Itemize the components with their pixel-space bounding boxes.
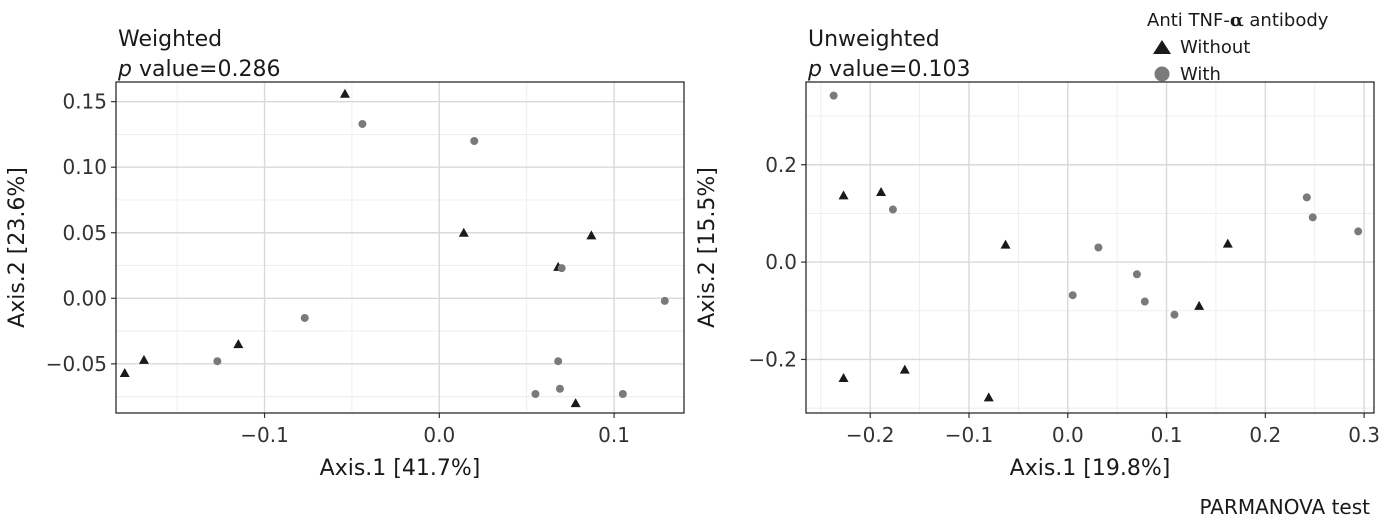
- y-tick-label: 0.2: [765, 153, 797, 177]
- legend-circle-icon: [1154, 66, 1170, 82]
- x-tick-label: −0.1: [945, 423, 994, 447]
- x-axis-label: Axis.1 [41.7%]: [320, 456, 481, 481]
- data-point-with: [829, 91, 838, 100]
- data-point-without: [570, 398, 581, 408]
- y-tick-label: −0.2: [748, 347, 797, 371]
- y-tick-label: −0.05: [46, 352, 107, 376]
- data-point-without: [876, 187, 887, 197]
- data-point-with: [470, 136, 479, 145]
- data-point-with: [300, 313, 309, 322]
- x-tick-label: 0.1: [598, 423, 630, 447]
- data-point-with: [1068, 291, 1077, 300]
- plot-frame: [115, 81, 685, 414]
- panel-title: Weighted: [118, 27, 222, 52]
- data-point-with: [358, 119, 367, 128]
- data-point-without: [138, 354, 149, 364]
- x-tick-label: 0.0: [423, 423, 455, 447]
- data-point-without: [339, 88, 350, 98]
- y-tick-label: 0.0: [765, 250, 797, 274]
- p-value-label: p value=0.103: [807, 57, 970, 82]
- data-point-with: [213, 357, 222, 366]
- data-point-with: [618, 389, 627, 398]
- x-tick-label: −0.2: [846, 423, 895, 447]
- data-point-without: [586, 230, 597, 240]
- x-tick-label: −0.1: [240, 423, 289, 447]
- data-point-without: [1000, 239, 1011, 249]
- data-point-without: [233, 339, 244, 349]
- data-point-without: [1194, 300, 1205, 310]
- y-tick-label: 0.10: [62, 155, 107, 179]
- data-point-with: [1094, 243, 1103, 252]
- data-point-with: [660, 296, 669, 305]
- x-tick-label: 0.2: [1249, 423, 1281, 447]
- data-point-with: [1140, 297, 1149, 306]
- plot-frame: [805, 81, 1375, 414]
- x-tick-label: 0.3: [1348, 423, 1380, 447]
- y-axis-label: Axis.2 [15.5%]: [695, 167, 720, 328]
- legend-triangle-icon: [1153, 40, 1171, 54]
- panel-unweighted: Unweighted p value=0.103 −0.2 −0.1 0.0 0.1 0…: [695, 27, 1380, 481]
- data-point-without: [838, 190, 849, 200]
- data-point-with: [557, 264, 566, 273]
- y-axis-label: Axis.2 [23.6%]: [5, 167, 30, 328]
- data-point-with: [1354, 227, 1363, 236]
- scatter-plot-weighted: −0.1 0.0 0.1 −0.05 0.00 0.05 0.10 0.15 Axis.1 [4…: [5, 81, 685, 481]
- p-value-label: p value=0.286: [117, 57, 280, 82]
- data-point-without: [1222, 238, 1233, 248]
- x-tick-label: 0.0: [1052, 423, 1084, 447]
- data-point-without: [458, 227, 469, 237]
- y-tick-label: 0.15: [62, 90, 107, 114]
- data-point-without: [899, 364, 910, 374]
- scatter-plot-unweighted: −0.2 −0.1 0.0 0.1 0.2 0.3 −0.2 0.0 0.2 Axis.1 [19…: [695, 81, 1380, 481]
- data-point-with: [1302, 193, 1311, 202]
- data-point-with: [531, 389, 540, 398]
- data-point-with: [1132, 270, 1141, 279]
- data-point-with: [1308, 213, 1317, 222]
- legend: Anti TNF-α antibody Without With: [1147, 10, 1329, 85]
- y-tick-label: 0.05: [62, 221, 107, 245]
- data-point-with: [554, 357, 563, 366]
- data-point-without: [119, 368, 130, 378]
- x-tick-label: 0.1: [1151, 423, 1183, 447]
- data-point-without: [983, 392, 994, 402]
- legend-title: Anti TNF-α antibody: [1147, 10, 1329, 31]
- legend-item-with: With: [1180, 64, 1221, 85]
- panel-title: Unweighted: [808, 27, 940, 52]
- data-point-with: [555, 384, 564, 393]
- footer-note: PARMANOVA test: [1200, 495, 1371, 519]
- data-point-without: [838, 372, 849, 382]
- data-point-with: [1170, 310, 1179, 319]
- data-point-with: [888, 205, 897, 214]
- panel-weighted: Weighted p value=0.286 −0.1 0.0 0.1 −0.05 0.…: [5, 27, 685, 481]
- x-axis-label: Axis.1 [19.8%]: [1010, 456, 1171, 481]
- y-tick-label: 0.00: [62, 286, 107, 310]
- legend-item-without: Without: [1180, 37, 1250, 58]
